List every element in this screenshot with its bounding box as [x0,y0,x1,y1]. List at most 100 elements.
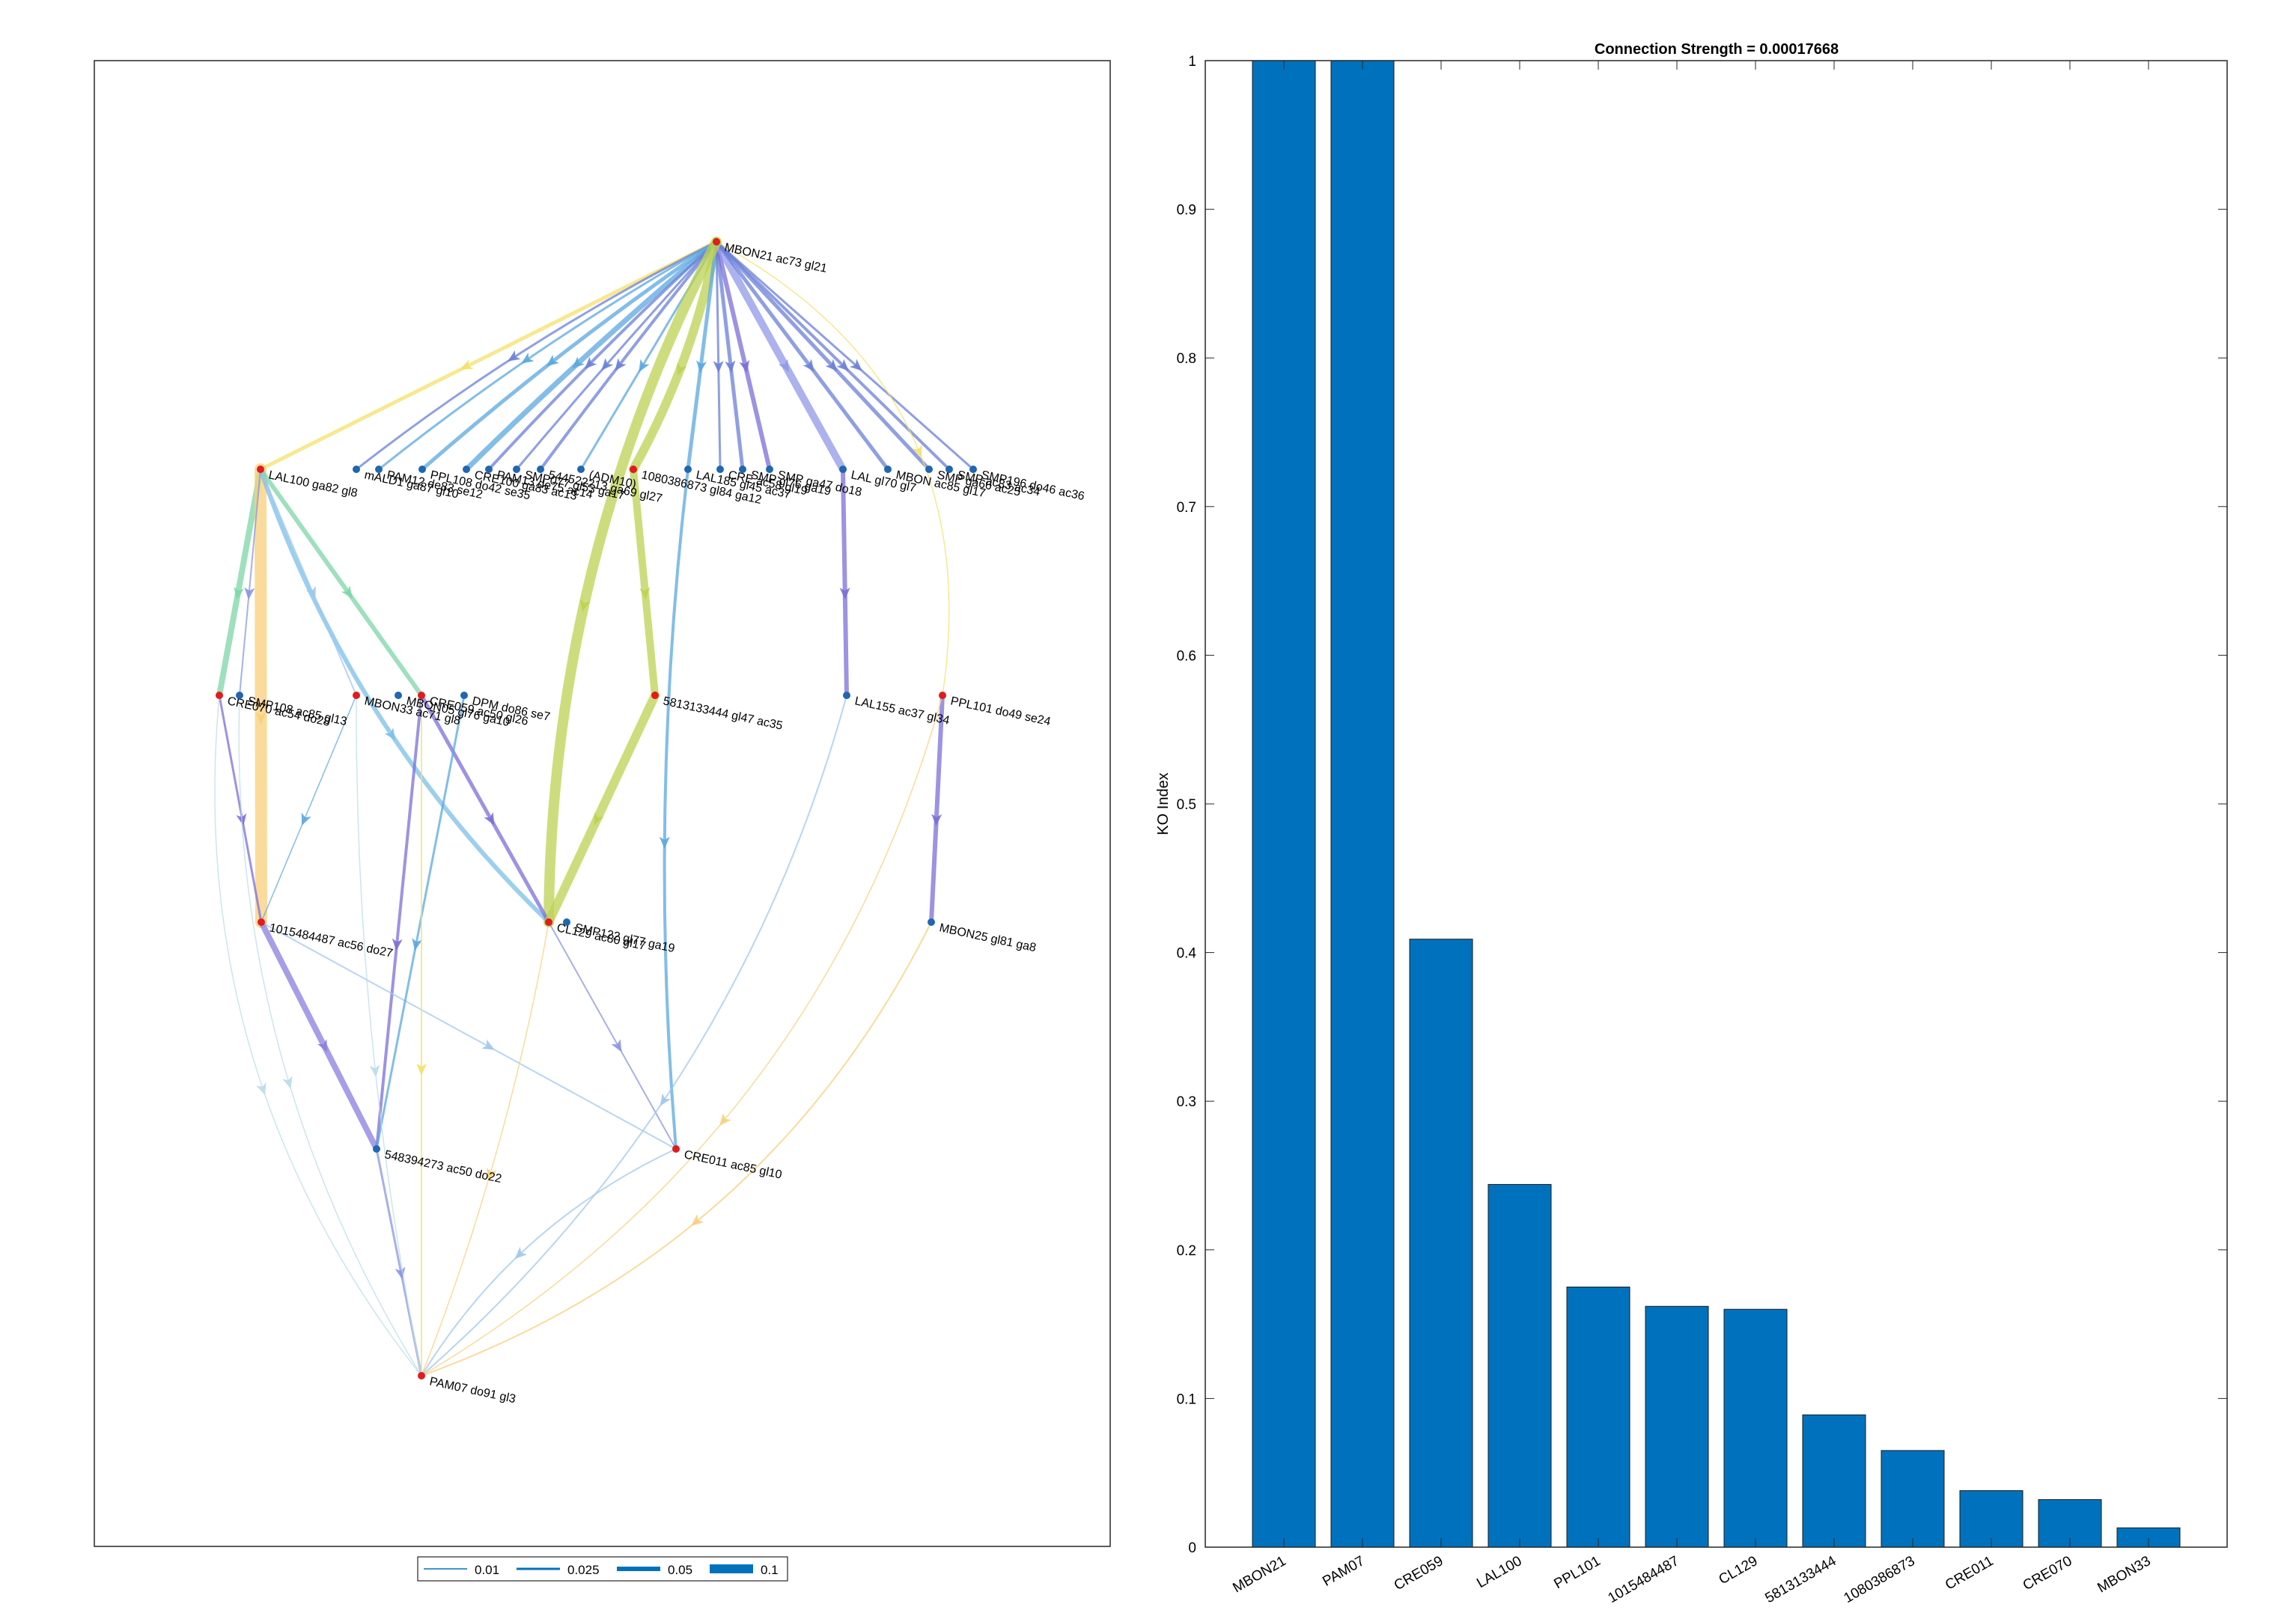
y-tick-label: 0.8 [1177,351,1196,367]
edge-n_1015484487-n_548394273 [258,919,380,1152]
node-smp2 [766,466,773,473]
edge-arrowhead [244,587,255,600]
node-ppl101 [939,692,946,699]
edge-arrowhead [931,814,943,826]
edge-arrowhead [615,358,627,371]
edge-arrowhead [696,360,707,374]
edge-arrowhead [546,354,559,367]
edge-arrowhead [255,712,267,725]
edge-arrowhead [691,1214,704,1226]
node-cre070 [216,692,223,699]
edge-arrowhead [639,359,650,373]
edge-n_mbon21-n_smp1 [714,240,745,472]
node-548394273 [373,1145,380,1153]
edge-arrowhead [487,1167,497,1181]
node-1015484487 [258,918,265,926]
edge-arrowhead [611,1039,622,1052]
bar-series [1252,60,2181,1548]
y-tick-label: 0.9 [1177,203,1196,219]
edge-n_mbon21-n_smp3 [714,240,931,472]
node-malo [353,466,360,473]
y-tick-label: 0.6 [1177,648,1196,664]
edge-arrowhead [508,350,521,362]
edge-n_dpm-n_548394273 [375,694,466,1150]
edge-n_mbon21-n_smp2 [714,240,772,472]
edge-n_mbon21-n_ppl108 [420,240,719,472]
y-tick-label: 1 [1188,54,1196,70]
edge-arrowhead [301,812,311,826]
node-cre [716,466,724,473]
edge-arrowhead [282,1076,293,1089]
edge-arrowhead [677,362,687,376]
edge-arrowhead [416,1063,427,1076]
edge-n_ppl101-n_pam07 [421,695,943,1376]
node-dpm [460,692,468,699]
edge-arrowhead [659,836,670,850]
edge-arrowhead [850,359,862,371]
node-mbon21 [713,238,720,246]
node-pam12 [375,466,383,473]
edge-n_mbon21-n_cre [715,240,722,471]
edge-n_ppl101-n_mbon25 [929,693,945,924]
node-5813133444 [651,692,659,699]
node-mbon33 [353,692,360,699]
edge-n_cre070-n_1015484487 [218,694,263,924]
edge-n_mbon21-n_mbon [714,240,890,472]
edge-arrowhead [639,587,651,600]
node-544 [537,466,544,473]
edge-arrowhead [305,586,316,600]
edge-n_lal185-n_cre011 [663,468,689,1150]
edge-arrowhead [484,812,495,826]
edge-n_mbon21-n_smp077 [515,240,718,471]
node-cre059 [418,692,425,699]
edge-arrowhead [412,938,423,951]
edge-n_lal100-n_smp108 [239,469,261,696]
edge-n_mbon21-n_smp196 [715,240,975,471]
edge-n_lal-n_lal155 [841,467,849,698]
edge-arrowhead [739,359,750,373]
node-lal185 [684,466,692,473]
edge-n_cl129-n_pam07 [421,921,549,1376]
legend-label-2: 0.05 [668,1563,692,1577]
node-ppl108 [418,466,426,473]
edge-arrowhead [460,359,474,370]
y-tick-label: 0 [1188,1540,1196,1556]
edge-arrowhead [825,359,838,372]
node-lal [839,466,847,473]
edge-n_cre059-n_cl129 [419,693,551,924]
bar-axes-frame [1205,60,2228,1548]
edge-arrowhead [713,361,724,374]
node-mbon25 [928,918,935,926]
edge-arrowhead [585,356,597,369]
edge-n_mbon33-n_pam07 [356,695,422,1376]
bar-5813133444 [1802,1414,1866,1548]
edge-n_cre011-n_pam07 [421,1148,677,1376]
edge-n_lal155-n_pam07 [421,695,847,1376]
bar-1080386873 [1881,1450,1945,1548]
edge-arrowhead [579,599,591,612]
chart-title: Connection Strength = 0.00017668 [1595,41,1839,58]
edge-n_mbon21-n_pam13 [487,240,718,471]
edge-arrowhead [256,1082,267,1096]
edge-arrowhead [317,1039,328,1052]
edge-n_mbon21-n_1080386873 [629,237,721,474]
bar-CRE011 [1959,1490,2024,1548]
node-lal155 [843,692,850,699]
node-smp4 [945,466,953,473]
y-tick-label: 0.1 [1177,1391,1196,1407]
node-cre100 [463,466,470,473]
edge-n_mbon21-n_lal185 [686,240,719,472]
node-smp1 [739,466,746,473]
node-pam07 [418,1372,425,1379]
edge-n_smp108-n_pam07 [238,695,422,1376]
edge-arrowhead [384,728,396,741]
node-pam13 [485,466,493,473]
bar-MBON21 [1252,60,1316,1548]
node-lal100 [257,466,264,473]
node-smp196 [969,466,977,473]
node-1080386873 [630,466,637,473]
legend-label-3: 0.1 [761,1563,779,1577]
bar-CL129 [1723,1308,1788,1548]
edge-n_mbon21-n_pam12 [377,240,718,471]
